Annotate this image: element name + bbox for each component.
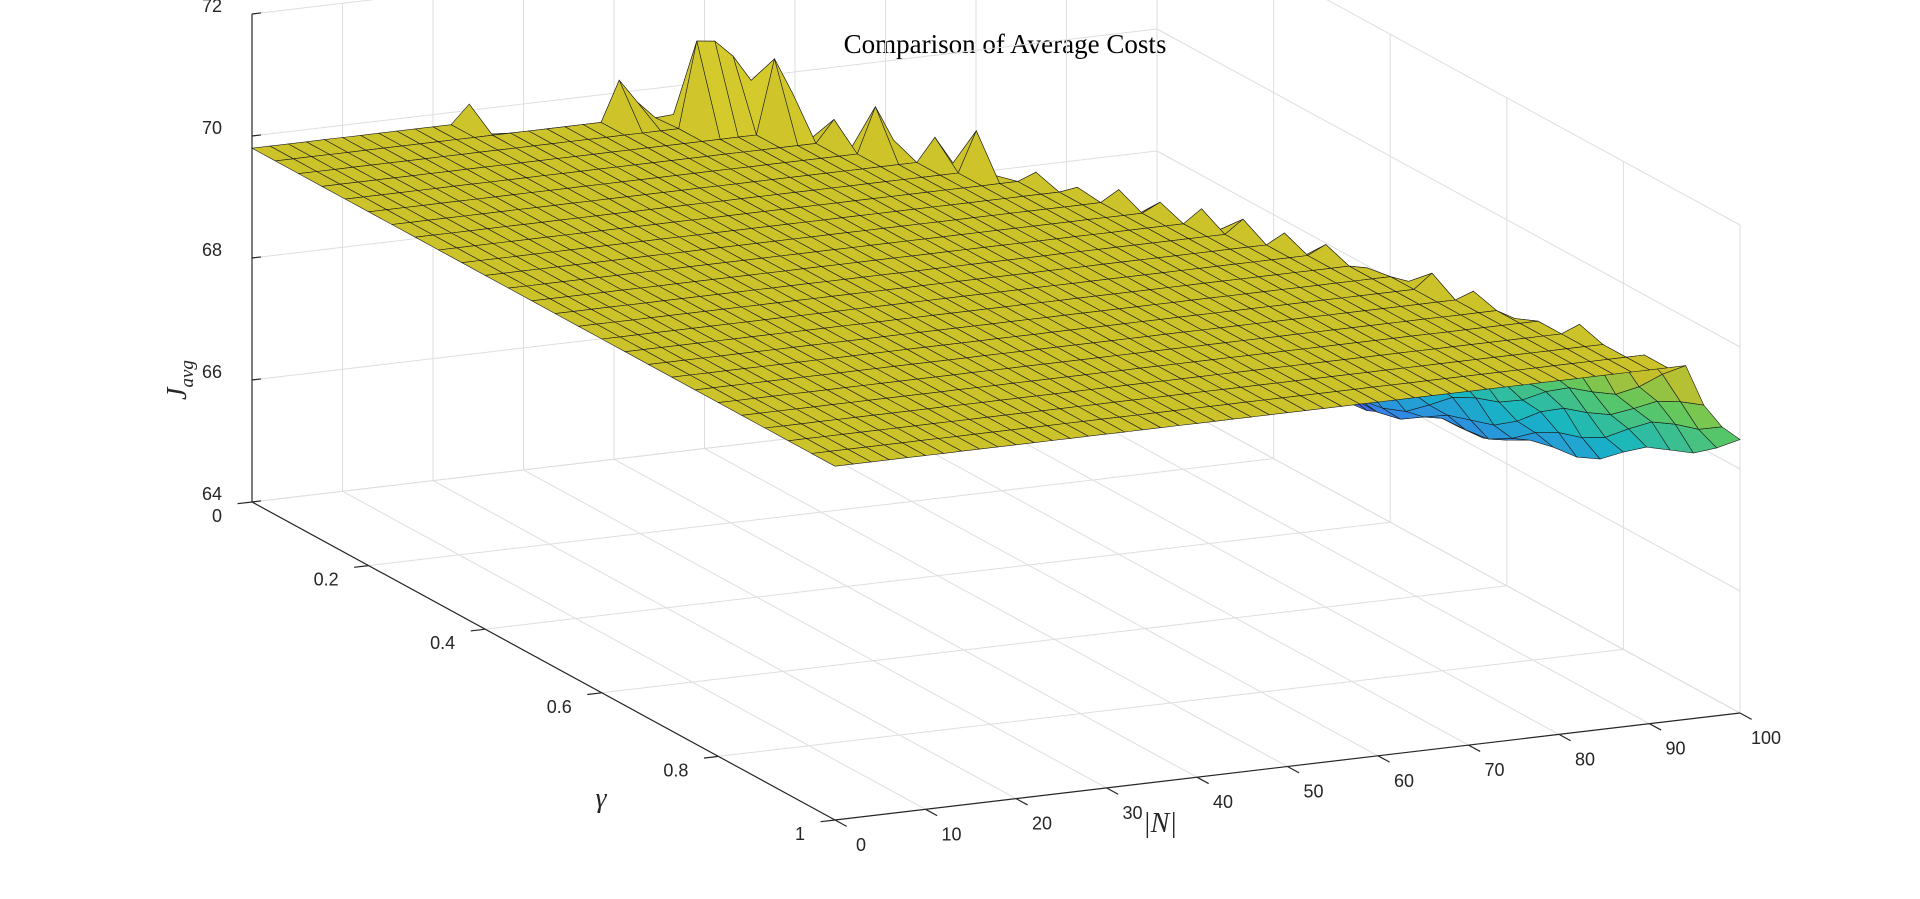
z-tick-mark bbox=[251, 378, 262, 381]
x-tick-mark bbox=[1287, 765, 1300, 774]
x-tick-label: 50 bbox=[1303, 782, 1323, 802]
x-tick-label: 100 bbox=[1751, 728, 1781, 748]
floor-grid-line bbox=[885, 426, 1469, 746]
z-tick-mark bbox=[251, 12, 262, 15]
y-tick-label: 0.8 bbox=[663, 760, 688, 780]
x-tick-label: 70 bbox=[1484, 760, 1504, 780]
svg-text:Javg: Javg bbox=[162, 360, 198, 400]
z-axis-label: Javg bbox=[162, 360, 198, 400]
z-axis-label-main: J bbox=[162, 386, 193, 400]
x-tick-mark bbox=[1015, 798, 1028, 806]
floor-grid-line bbox=[704, 448, 1288, 767]
x-tick-mark bbox=[925, 808, 938, 817]
floor-grid-line bbox=[432, 480, 1017, 800]
x-tick-label: 80 bbox=[1575, 749, 1595, 769]
z-tick-mark bbox=[251, 256, 262, 259]
x-tick-label: 20 bbox=[1032, 814, 1052, 834]
y-axis-line bbox=[251, 501, 836, 821]
x-axis-label: |N| bbox=[1143, 808, 1177, 839]
y-tick-label: 0.2 bbox=[314, 570, 339, 590]
y-tick-mark bbox=[470, 628, 486, 632]
floor-grid-line bbox=[613, 458, 1198, 778]
z-tick-label: 70 bbox=[202, 118, 222, 138]
floor-grid-line bbox=[718, 648, 1624, 757]
x-tick-label: 30 bbox=[1122, 803, 1142, 823]
z-tick-label: 64 bbox=[202, 484, 222, 504]
z-tick-label: 68 bbox=[202, 240, 222, 260]
z-tick-label: 66 bbox=[202, 362, 222, 382]
y-tick-label: 1 bbox=[795, 824, 805, 844]
y-axis-label: γ bbox=[595, 783, 607, 814]
y-tick-label: 0.6 bbox=[547, 697, 572, 717]
z-tick-mark bbox=[251, 134, 262, 137]
floor-grid-line bbox=[485, 521, 1391, 630]
y-tick-mark bbox=[587, 692, 602, 696]
x-tick-mark bbox=[1106, 787, 1119, 795]
x-tick-mark bbox=[834, 819, 847, 827]
y-tick-label: 0 bbox=[212, 506, 222, 526]
floor-grid-line bbox=[523, 469, 1107, 789]
y-tick-mark bbox=[237, 501, 253, 505]
side-wall-grid-line bbox=[1326, 0, 1741, 226]
y-tick-mark bbox=[820, 819, 836, 823]
side-wall-grid-line bbox=[1156, 394, 1741, 714]
x-tick-label: 90 bbox=[1665, 739, 1685, 759]
x-tick-mark bbox=[1649, 723, 1662, 731]
z-axis-label-sub: avg bbox=[177, 360, 198, 387]
side-wall-grid-line bbox=[1156, 28, 1741, 348]
floor-grid-line bbox=[1066, 405, 1650, 725]
x-tick-label: 10 bbox=[941, 824, 961, 844]
x-tick-mark bbox=[1377, 755, 1390, 763]
x-tick-mark bbox=[1558, 733, 1571, 742]
z-tick-mark bbox=[251, 500, 262, 503]
floor-grid-line bbox=[342, 490, 926, 810]
surface-plot bbox=[251, 40, 1741, 467]
floor-grid-line bbox=[601, 585, 1507, 694]
floor-grid-line bbox=[368, 458, 1274, 567]
y-tick-mark bbox=[354, 565, 369, 568]
x-tick-mark bbox=[1196, 776, 1209, 785]
x-tick-label: 40 bbox=[1213, 792, 1233, 812]
x-tick-label: 0 bbox=[856, 835, 866, 855]
surface-patch bbox=[810, 450, 855, 467]
x-tick-mark bbox=[1739, 712, 1752, 720]
z-tick-label: 72 bbox=[202, 0, 222, 16]
x-tick-mark bbox=[1468, 744, 1481, 752]
y-tick-mark bbox=[703, 755, 719, 759]
tick-labels: 0 10 20 30 40 50 60 70 80 90 100 0 0.2 0.4 0.6 0.8 1 64 66… bbox=[202, 0, 1781, 855]
y-tick-label: 0.4 bbox=[430, 633, 455, 653]
floor-grid-line bbox=[794, 437, 1379, 757]
x-tick-label: 60 bbox=[1394, 771, 1414, 791]
floor-grid-line bbox=[975, 415, 1560, 735]
